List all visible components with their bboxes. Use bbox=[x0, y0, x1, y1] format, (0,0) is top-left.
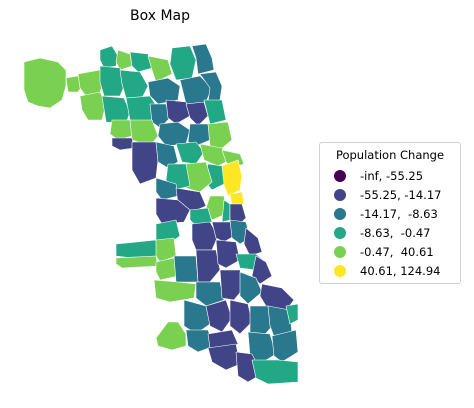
map-region bbox=[131, 141, 159, 185]
map-region bbox=[115, 255, 159, 269]
map-region bbox=[229, 191, 245, 207]
legend-item: 40.61, 124.94 bbox=[320, 261, 460, 280]
legend-swatch bbox=[334, 188, 346, 201]
map-region bbox=[215, 239, 241, 269]
map-region bbox=[155, 197, 191, 225]
legend-label: 40.61, 124.94 bbox=[360, 263, 441, 278]
map-region bbox=[149, 103, 171, 129]
map-region bbox=[207, 121, 233, 151]
map-region bbox=[65, 75, 83, 93]
legend-label: -8.63, -0.47 bbox=[360, 225, 431, 240]
map-region bbox=[205, 299, 233, 333]
legend-item: -8.63, -0.47 bbox=[320, 223, 460, 242]
legend-item: -55.25, -14.17 bbox=[320, 185, 460, 204]
map-title: Box Map bbox=[129, 8, 191, 24]
legend-swatch bbox=[334, 245, 346, 258]
map-region bbox=[251, 359, 299, 385]
map-region bbox=[243, 227, 263, 257]
map-region bbox=[247, 331, 277, 365]
map-region bbox=[185, 329, 215, 353]
map-region bbox=[195, 249, 221, 283]
map-region bbox=[271, 329, 299, 363]
legend-label: -14.17, -8.63 bbox=[360, 206, 438, 221]
map-region bbox=[155, 321, 187, 351]
map-region bbox=[147, 55, 173, 83]
legend-swatch bbox=[334, 207, 346, 220]
map-region bbox=[129, 51, 153, 73]
legend-label: -0.47, 40.61 bbox=[360, 244, 434, 259]
map-region bbox=[199, 143, 231, 167]
legend-swatch bbox=[334, 226, 346, 239]
map-region bbox=[185, 101, 209, 127]
legend-item: -inf, -55.25 bbox=[320, 166, 460, 185]
map-region bbox=[23, 57, 67, 109]
legend-item: -0.47, 40.61 bbox=[320, 242, 460, 261]
legend-swatch bbox=[334, 169, 346, 182]
map-region bbox=[239, 271, 263, 305]
map-region bbox=[165, 99, 191, 125]
legend-title: Population Change bbox=[335, 148, 445, 162]
map-region bbox=[157, 121, 191, 147]
map-region bbox=[203, 99, 227, 125]
map-region bbox=[153, 279, 197, 303]
legend-label: -55.25, -14.17 bbox=[360, 187, 442, 202]
map-region bbox=[155, 177, 179, 201]
map-region bbox=[115, 49, 133, 71]
map-region bbox=[169, 45, 197, 81]
map-region bbox=[221, 159, 243, 197]
map-region bbox=[211, 221, 235, 243]
map-region bbox=[109, 119, 133, 141]
legend: Population Change -inf, -55.25 -55.25, -… bbox=[319, 142, 461, 284]
map-region bbox=[115, 239, 159, 259]
map-region bbox=[79, 91, 107, 121]
map-region bbox=[99, 65, 127, 97]
map-region bbox=[187, 123, 211, 147]
map-region bbox=[99, 45, 119, 69]
map-region bbox=[155, 237, 177, 263]
map-region bbox=[207, 343, 241, 371]
map-region bbox=[249, 305, 275, 339]
map-region bbox=[173, 255, 199, 283]
map-region bbox=[183, 299, 211, 335]
map-region bbox=[101, 95, 131, 125]
map-region bbox=[285, 303, 299, 325]
map-region bbox=[175, 141, 205, 165]
map-region bbox=[119, 69, 149, 99]
map-region bbox=[191, 43, 215, 75]
map-region bbox=[251, 255, 273, 285]
legend-item: -14.17, -8.63 bbox=[320, 204, 460, 223]
map-region bbox=[205, 195, 227, 221]
legend-swatch bbox=[334, 264, 346, 277]
map-region bbox=[219, 269, 245, 301]
map-region bbox=[111, 137, 135, 151]
map-region bbox=[155, 257, 179, 281]
map-region bbox=[129, 119, 159, 147]
map-region bbox=[229, 299, 253, 335]
legend-label: -inf, -55.25 bbox=[360, 168, 424, 183]
